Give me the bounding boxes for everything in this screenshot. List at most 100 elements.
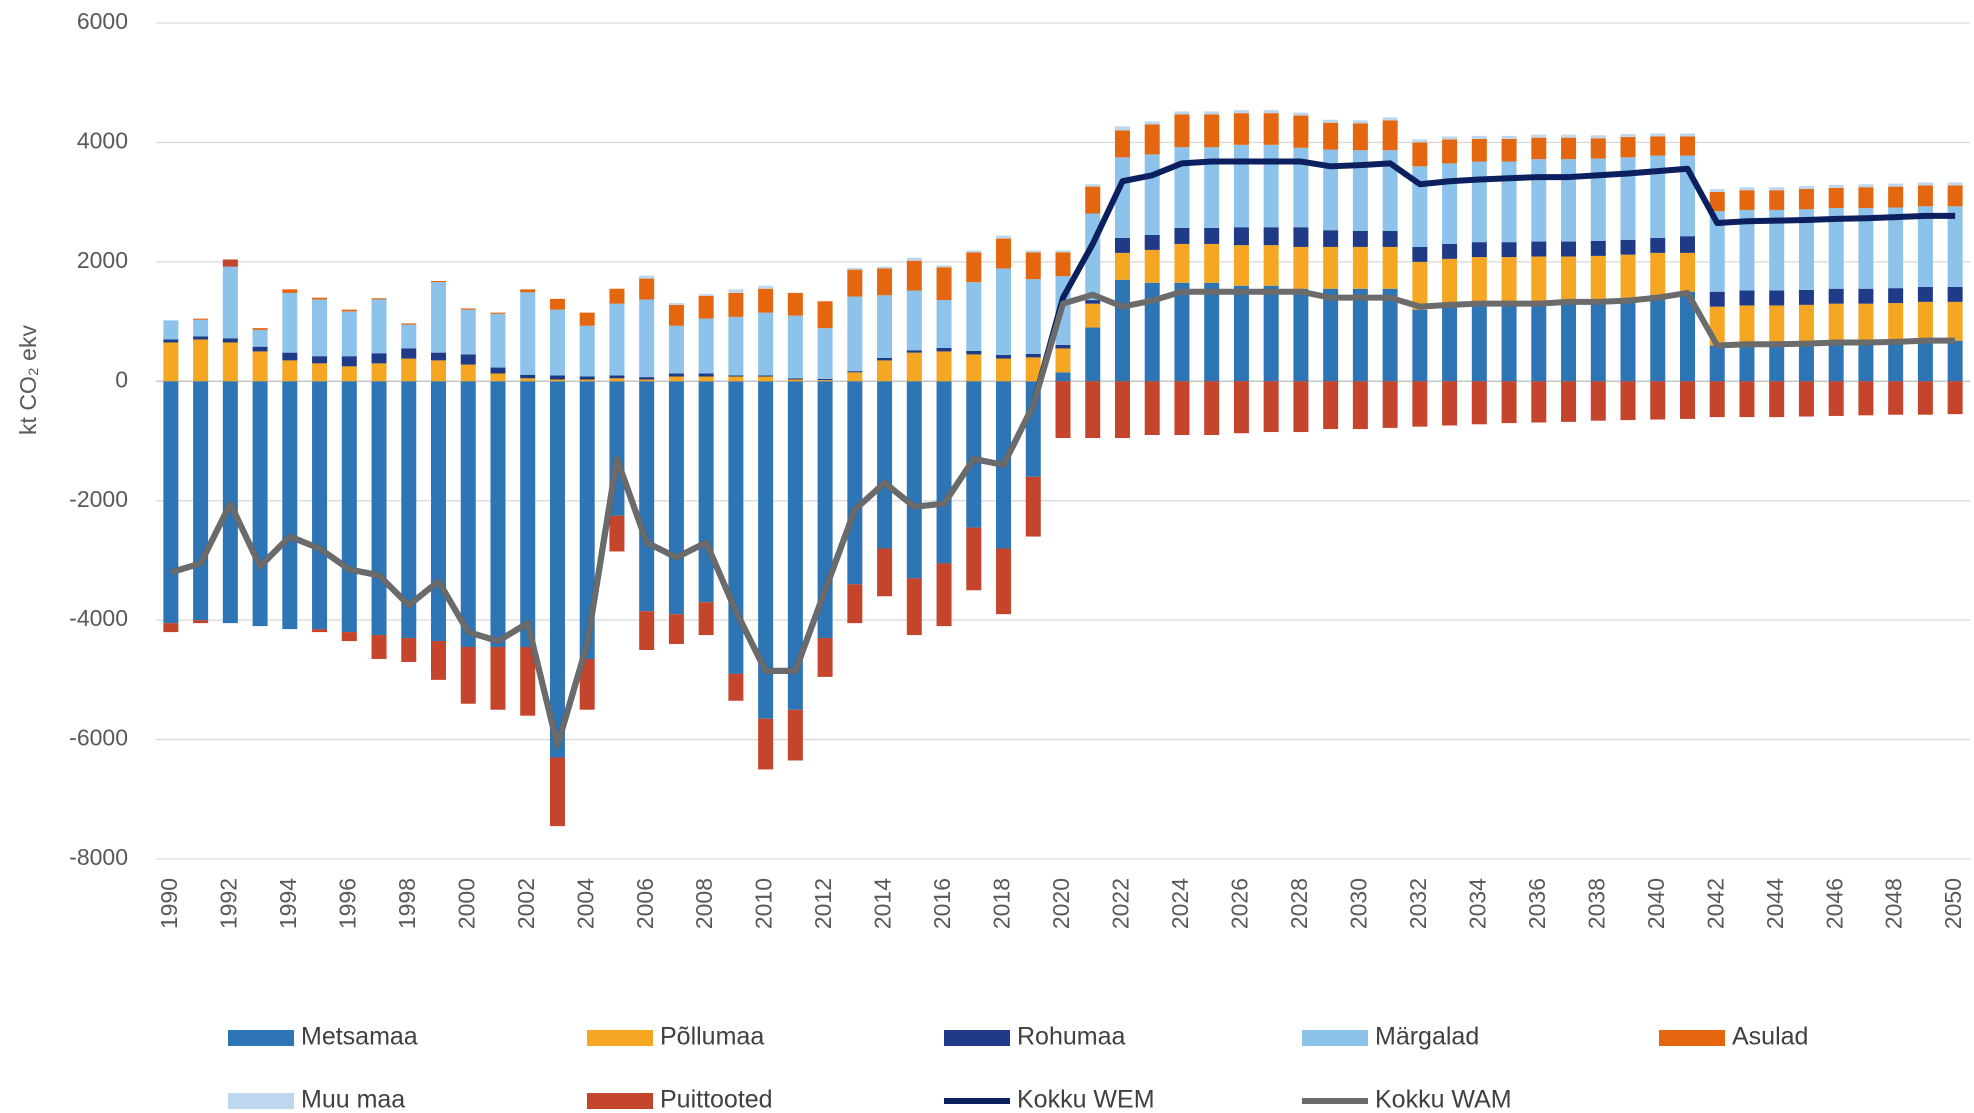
x-tick-label: 2040 (1643, 878, 1669, 929)
legend-label: Metsamaa (301, 1023, 418, 1051)
x-tick-label: 2048 (1881, 878, 1907, 929)
bar-segment (847, 269, 863, 297)
legend-swatch (944, 1030, 1010, 1046)
bar-segment (996, 238, 1012, 269)
x-tick-label: 2050 (1940, 878, 1966, 929)
bar-segment (1263, 144, 1279, 228)
bar-segment (1917, 286, 1933, 302)
bar-segment (252, 346, 268, 352)
bar-segment (668, 381, 684, 615)
bar-segment (312, 363, 328, 382)
bar-segment (371, 635, 387, 659)
bar-segment (996, 235, 1012, 239)
bar-segment (1650, 155, 1666, 238)
bar-segment (1561, 137, 1577, 160)
bar-segment (1828, 342, 1844, 382)
bar-segment (1501, 242, 1517, 258)
bar-segment (1471, 257, 1487, 304)
bar-segment (1442, 381, 1458, 426)
legend-label: Muu maa (301, 1086, 405, 1113)
bar-segment (490, 313, 506, 368)
bar-segment (1531, 256, 1547, 302)
bar-segment (936, 381, 952, 564)
bar-segment (698, 318, 714, 374)
bar-segment (728, 376, 744, 382)
legend-swatch (587, 1030, 653, 1046)
bar-segment (1471, 242, 1487, 258)
bar-segment (193, 381, 209, 621)
total-line (170, 288, 1956, 749)
bar-segment (549, 375, 565, 380)
bar-segment (431, 641, 447, 680)
bar-segment (1471, 135, 1487, 139)
bar-segment (847, 371, 863, 373)
x-tick-label: 2008 (691, 878, 717, 929)
bar-segment (1620, 254, 1636, 298)
bar-segment (1709, 291, 1725, 307)
bar-segment (163, 342, 179, 382)
bar-segment (966, 282, 982, 351)
bar-segment (1888, 288, 1904, 304)
bar-segment (1263, 110, 1279, 114)
bar-segment (1114, 252, 1130, 280)
bar-segment (728, 316, 744, 376)
bar-segment (1947, 301, 1963, 341)
bar-segment (1263, 227, 1279, 246)
bar-segment (1858, 303, 1874, 343)
bar-segment (936, 351, 952, 382)
bar-segment (1382, 381, 1398, 428)
bar-segment (1590, 135, 1606, 139)
x-tick-label: 2028 (1286, 878, 1312, 929)
bar-segment (549, 381, 565, 758)
bar-segment (609, 288, 625, 304)
bar-segment (1323, 246, 1339, 289)
bar-segment (520, 378, 536, 382)
bar-segment (1055, 372, 1071, 382)
bar-segment (1293, 112, 1309, 116)
bar-segment (1739, 187, 1755, 191)
x-tick-label: 1994 (275, 878, 301, 929)
bar-segment (341, 356, 357, 367)
bar-segment (341, 309, 357, 312)
bar-segment (1442, 243, 1458, 259)
bar-segment (609, 303, 625, 376)
bar-segment (1263, 245, 1279, 286)
bar-segment (1204, 147, 1220, 228)
bar-segment (1590, 255, 1606, 301)
bar-segment (282, 352, 298, 361)
bar-segment (1888, 186, 1904, 208)
bar-segment (698, 602, 714, 636)
bar-segment (1828, 184, 1844, 188)
bar-segment (817, 328, 833, 379)
bar-segment (698, 295, 714, 319)
bar-segment (1471, 161, 1487, 243)
bar-segment (312, 629, 328, 633)
y-axis-label: kt CO₂ ekv (15, 325, 41, 435)
bar-segment (877, 381, 893, 549)
bar-segment (906, 350, 922, 353)
bar-segment (787, 378, 803, 380)
bar-segment (966, 527, 982, 591)
x-tick-label: 2030 (1345, 878, 1371, 929)
bar-segment (1888, 303, 1904, 342)
bar-segment (1263, 113, 1279, 145)
bar-segment (758, 381, 774, 719)
bar-segment (758, 285, 774, 289)
bar-segment (1233, 245, 1249, 286)
bar-segment (1769, 305, 1785, 345)
bar-segment (193, 318, 209, 320)
bar-segment (460, 354, 476, 365)
bar-segment (312, 297, 328, 300)
y-tick-label: -4000 (69, 605, 128, 631)
bar-segment (549, 757, 565, 827)
bar-segment (1679, 291, 1695, 382)
bar-segment (1739, 209, 1755, 291)
x-tick-label: 1996 (334, 878, 360, 929)
legend-label: Puittooted (660, 1086, 773, 1113)
bar-segment (431, 280, 447, 283)
bar-segment (401, 348, 417, 359)
bar-segment (193, 336, 209, 340)
bar-segment (1798, 343, 1814, 382)
bar-segment (1769, 290, 1785, 306)
bar-segment (1590, 138, 1606, 159)
